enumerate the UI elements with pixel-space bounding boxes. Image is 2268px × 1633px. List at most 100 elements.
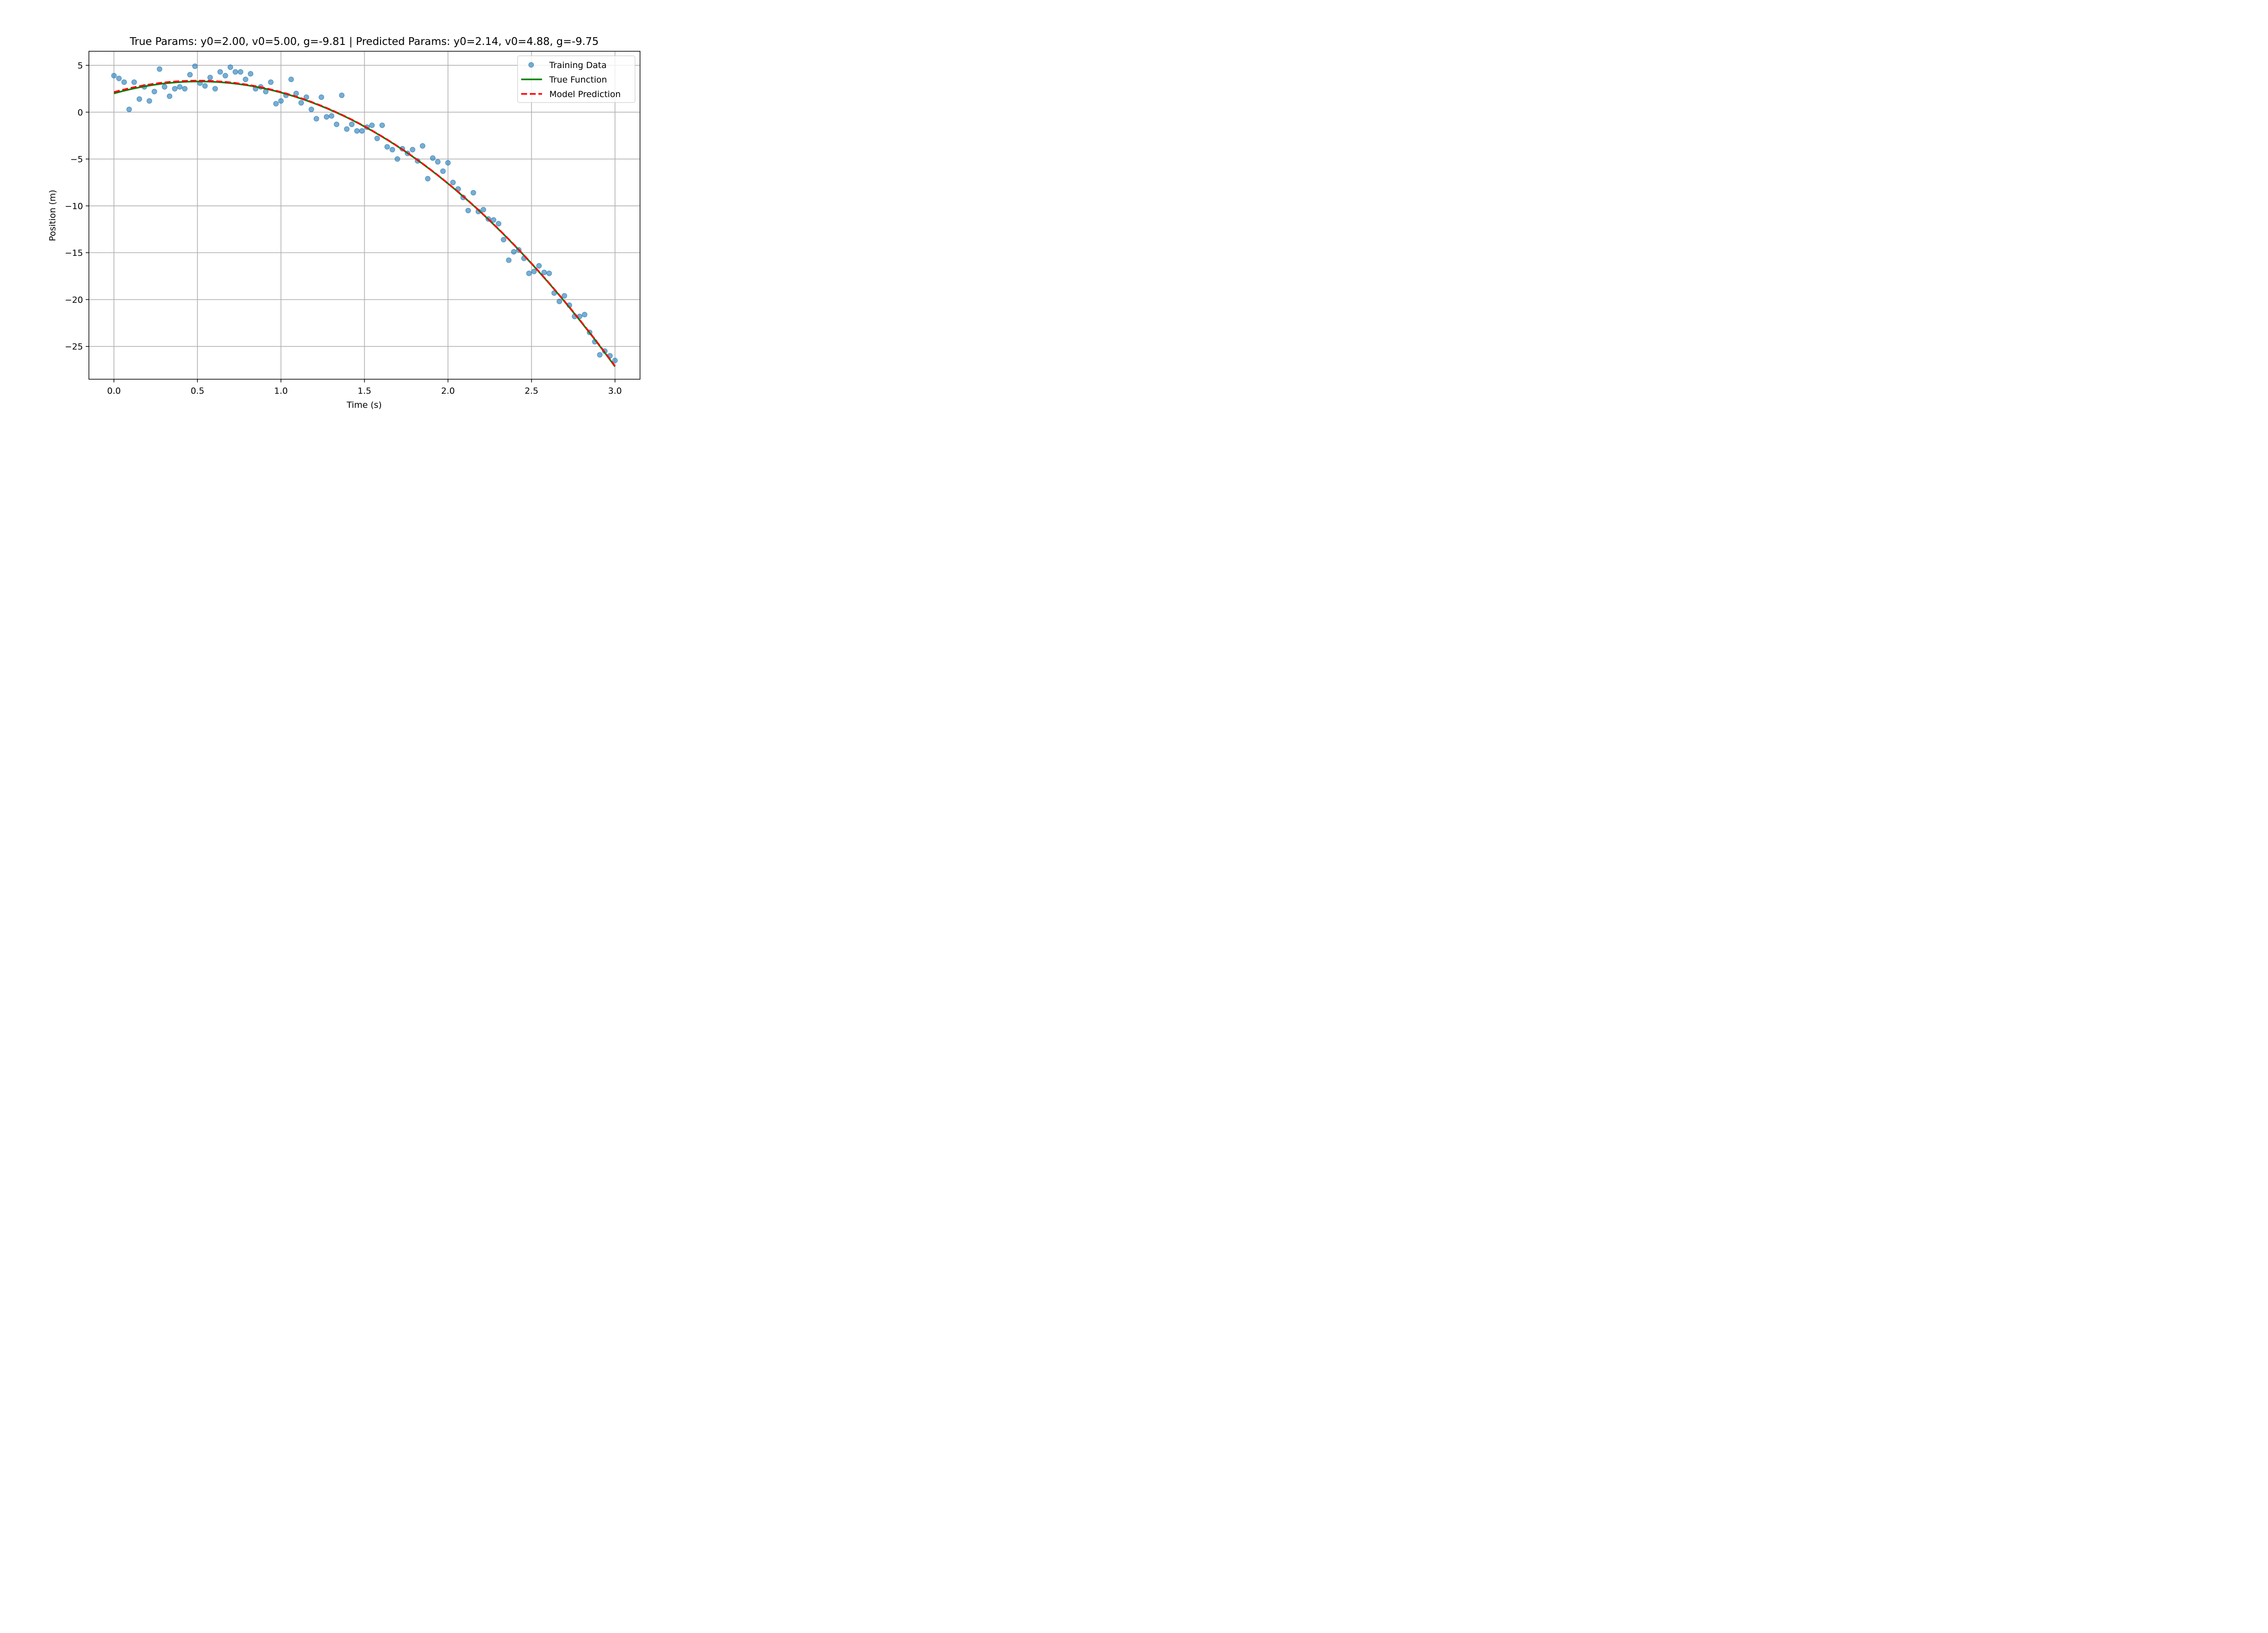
data-point xyxy=(480,207,486,213)
x-axis: 0.0 0.5 1.0 1.5 2.0 2.5 3.0 xyxy=(107,379,622,396)
data-point xyxy=(161,84,167,90)
data-point xyxy=(328,113,334,119)
data-point xyxy=(379,122,385,128)
data-point xyxy=(227,64,233,70)
data-point xyxy=(298,100,304,106)
data-point xyxy=(354,128,360,134)
y-tick-label: −5 xyxy=(70,155,83,165)
y-tick-label: −20 xyxy=(65,295,83,305)
data-point xyxy=(308,107,314,112)
legend-label: True Function xyxy=(549,75,607,85)
data-point xyxy=(207,74,213,80)
series-line-model-prediction xyxy=(113,80,616,367)
y-axis: 5 0 −5 −10 −15 −20 −25 xyxy=(65,61,89,352)
x-tick-label: 0.0 xyxy=(107,386,121,396)
data-point xyxy=(612,357,618,363)
data-point xyxy=(395,156,401,162)
data-point xyxy=(410,147,415,152)
data-point xyxy=(470,190,476,196)
data-point xyxy=(318,94,324,100)
data-point xyxy=(389,147,395,152)
data-point xyxy=(557,298,562,304)
data-point xyxy=(182,86,188,92)
data-point xyxy=(187,72,193,78)
data-point xyxy=(465,208,471,214)
y-tick-label: −15 xyxy=(65,248,83,258)
x-tick-label: 1.0 xyxy=(274,386,288,396)
data-point xyxy=(491,217,497,223)
chart-title: True Params: y0=2.00, v0=5.00, g=-9.81 |… xyxy=(129,36,599,48)
data-point xyxy=(359,128,365,134)
data-point xyxy=(202,83,208,89)
data-point xyxy=(374,136,380,142)
data-point xyxy=(450,180,456,186)
y-tick-label: −25 xyxy=(65,342,83,352)
data-point xyxy=(121,79,127,85)
data-point xyxy=(116,75,122,81)
data-point xyxy=(440,168,446,174)
data-point xyxy=(177,84,183,90)
data-point xyxy=(531,269,537,274)
x-tick-label: 0.5 xyxy=(191,386,204,396)
y-tick-label: 0 xyxy=(78,108,83,117)
x-tick-label: 2.0 xyxy=(441,386,455,396)
data-point xyxy=(152,88,157,94)
x-tick-label: 1.5 xyxy=(357,386,371,396)
grid xyxy=(89,51,640,379)
data-point xyxy=(313,116,319,122)
legend-label: Model Prediction xyxy=(549,89,621,99)
data-point xyxy=(111,73,117,78)
data-point xyxy=(248,71,254,77)
data-point xyxy=(334,122,340,127)
data-point xyxy=(597,352,603,358)
data-point xyxy=(288,76,294,82)
data-point xyxy=(526,270,532,276)
legend-box xyxy=(517,55,635,103)
data-point xyxy=(273,101,279,107)
data-point xyxy=(278,98,284,104)
data-point xyxy=(137,96,142,102)
data-point xyxy=(582,312,587,318)
data-point xyxy=(420,143,425,149)
data-point xyxy=(339,93,345,98)
data-point xyxy=(562,293,567,299)
data-point xyxy=(425,176,431,181)
data-point xyxy=(536,263,542,269)
data-point xyxy=(511,249,517,255)
x-tick-label: 2.5 xyxy=(525,386,538,396)
data-point xyxy=(546,270,552,276)
data-point xyxy=(445,160,451,166)
data-point xyxy=(243,76,249,82)
data-point xyxy=(541,269,547,275)
y-tick-label: 5 xyxy=(78,61,83,71)
legend-label: Training Data xyxy=(549,60,606,70)
legend-item: Training Data xyxy=(528,60,606,70)
data-point xyxy=(430,155,436,161)
chart: True Params: y0=2.00, v0=5.00, g=-9.81 |… xyxy=(0,0,701,420)
y-axis-title: Position (m) xyxy=(48,190,58,241)
y-tick-label: −10 xyxy=(65,201,83,211)
legend-marker xyxy=(528,62,534,68)
data-point xyxy=(344,126,350,132)
data-point xyxy=(435,159,441,165)
data-point xyxy=(222,73,228,78)
data-point xyxy=(192,64,198,69)
data-point xyxy=(147,98,152,104)
data-point xyxy=(384,144,390,150)
legend-item: True Function xyxy=(521,75,607,85)
data-point xyxy=(238,69,244,75)
plot-area xyxy=(111,64,618,367)
data-point xyxy=(212,86,218,92)
data-point xyxy=(126,107,132,112)
data-point xyxy=(293,90,299,96)
legend-item: Model Prediction xyxy=(521,89,621,99)
data-point xyxy=(268,79,274,85)
data-point xyxy=(156,66,162,72)
x-axis-title: Time (s) xyxy=(346,400,381,410)
data-point xyxy=(369,122,375,128)
data-point xyxy=(323,114,329,120)
data-point xyxy=(217,69,223,75)
data-point xyxy=(501,237,507,243)
data-point xyxy=(496,221,502,227)
data-point xyxy=(506,257,512,263)
